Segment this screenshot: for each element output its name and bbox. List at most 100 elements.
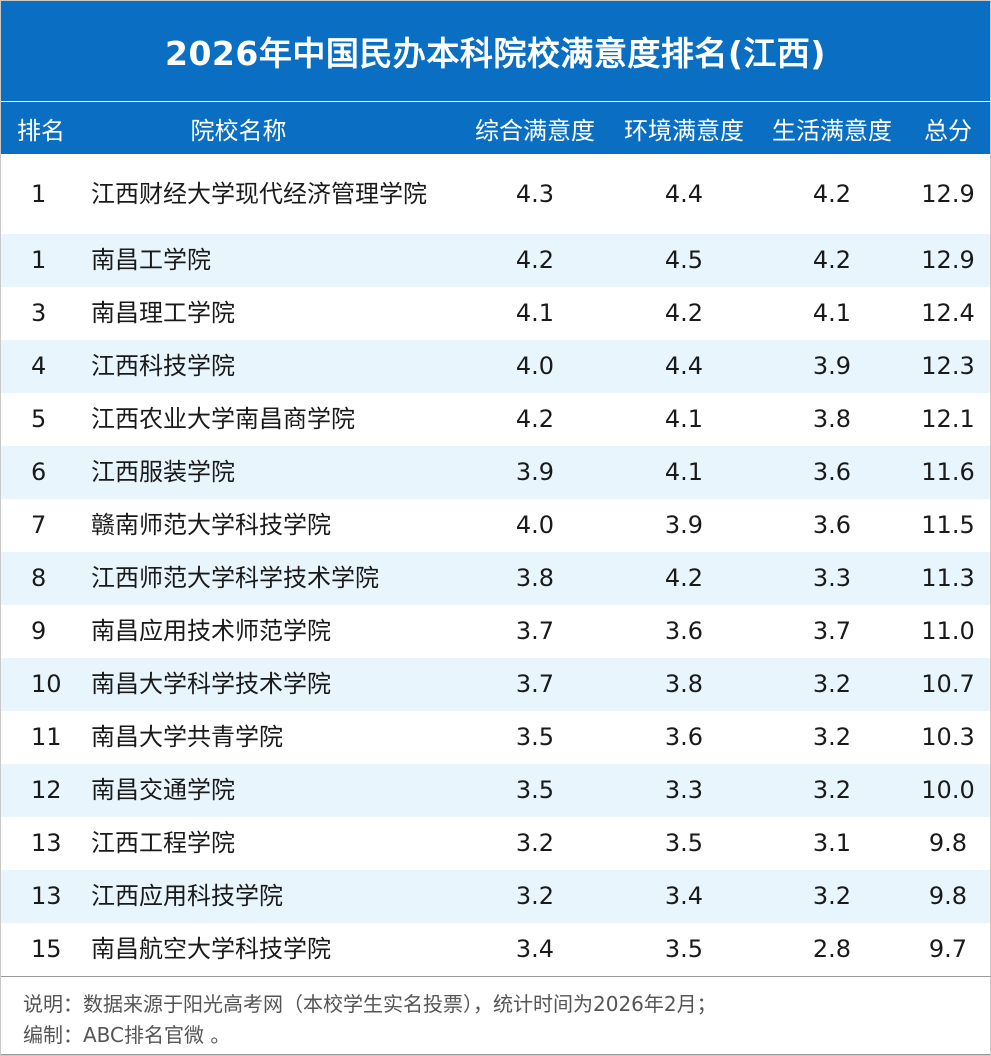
overall-cell: 4.0 (515, 511, 555, 539)
total-cell: 10.7 (921, 670, 975, 698)
environment-cell: 3.6 (664, 617, 704, 645)
total-cell: 11.6 (921, 458, 975, 486)
total-cell: 9.7 (928, 935, 968, 963)
environment-cell: 4.1 (664, 405, 704, 433)
table-row: 13 江西应用科技学院 3.2 3.4 3.2 9.8 (1, 870, 990, 923)
environment-cell: 4.2 (664, 564, 704, 592)
school-name-cell: 南昌航空大学科技学院 (91, 935, 331, 963)
environment-cell: 3.8 (664, 670, 704, 698)
total-cell: 9.8 (928, 882, 968, 910)
rank-cell: 15 (31, 935, 62, 963)
rank-cell: 13 (31, 882, 62, 910)
overall-cell: 3.2 (515, 882, 555, 910)
life-cell: 4.2 (812, 246, 852, 274)
table-row: 1 江西财经大学现代经济管理学院 4.3 4.4 4.2 12.9 (1, 154, 990, 234)
table-row: 15 南昌航空大学科技学院 3.4 3.5 2.8 9.7 (1, 923, 990, 976)
life-cell: 3.2 (812, 670, 852, 698)
school-name-cell: 江西科技学院 (91, 352, 235, 380)
rank-cell: 10 (31, 670, 62, 698)
total-cell: 12.9 (921, 246, 975, 274)
school-name-cell: 江西应用科技学院 (91, 882, 283, 910)
environment-cell: 4.1 (664, 458, 704, 486)
total-cell: 12.3 (921, 352, 975, 380)
header-environment-satisfaction: 环境满意度 (610, 102, 758, 154)
school-name-cell: 南昌理工学院 (91, 299, 235, 327)
header-rank: 排名 (1, 102, 77, 154)
total-cell: 10.3 (921, 723, 975, 751)
school-name-cell: 江西农业大学南昌商学院 (91, 405, 355, 433)
school-name-cell: 南昌交通学院 (91, 776, 235, 804)
data-source-note: 说明：数据来源于阳光高考网（本校学生实名投票），统计时间为2026年2月； (23, 992, 717, 1016)
life-cell: 3.1 (812, 829, 852, 857)
school-name-cell: 南昌工学院 (91, 246, 211, 274)
life-cell: 4.1 (812, 299, 852, 327)
environment-cell: 4.4 (664, 179, 704, 208)
table-row: 6 江西服装学院 3.9 4.1 3.6 11.6 (1, 446, 990, 499)
environment-cell: 4.4 (664, 352, 704, 380)
life-cell: 3.6 (812, 511, 852, 539)
life-cell: 2.8 (812, 935, 852, 963)
environment-cell: 4.2 (664, 299, 704, 327)
rank-cell: 9 (31, 617, 47, 645)
table-row: 12 南昌交通学院 3.5 3.3 3.2 10.0 (1, 764, 990, 817)
school-name-cell: 江西财经大学现代经济管理学院 (91, 179, 427, 208)
editor-note: 编制：ABC排名官微 。 (23, 1023, 231, 1047)
rank-cell: 6 (31, 458, 47, 486)
total-cell: 12.9 (921, 179, 975, 208)
notes-section: 说明：数据来源于阳光高考网（本校学生实名投票），统计时间为2026年2月； 编制… (1, 976, 990, 1051)
table-row: 4 江西科技学院 4.0 4.4 3.9 12.3 (1, 340, 990, 393)
table-row: 1 南昌工学院 4.2 4.5 4.2 12.9 (1, 234, 990, 287)
table-row: 13 江西工程学院 3.2 3.5 3.1 9.8 (1, 817, 990, 870)
table-row: 8 江西师范大学科学技术学院 3.8 4.2 3.3 11.3 (1, 552, 990, 605)
rank-cell: 13 (31, 829, 62, 857)
life-cell: 3.2 (812, 723, 852, 751)
rank-cell: 12 (31, 776, 62, 804)
title-bar: 2026年中国民办本科院校满意度排名(江西) (1, 1, 990, 102)
ranking-table: 排名 院校名称 综合满意度 环境满意度 生活满意度 总分 1 江西财经大学现代经… (1, 102, 990, 976)
life-cell: 3.3 (812, 564, 852, 592)
school-name-cell: 南昌大学共青学院 (91, 723, 283, 751)
total-cell: 11.5 (921, 511, 975, 539)
table-row: 10 南昌大学科学技术学院 3.7 3.8 3.2 10.7 (1, 658, 990, 711)
header-row: 排名 院校名称 综合满意度 环境满意度 生活满意度 总分 (1, 102, 990, 154)
header-overall-satisfaction: 综合满意度 (460, 102, 610, 154)
rank-cell: 8 (31, 564, 47, 592)
rank-cell: 7 (31, 511, 47, 539)
school-name-cell: 南昌应用技术师范学院 (91, 617, 331, 645)
school-name-cell: 江西工程学院 (91, 829, 235, 857)
rank-cell: 5 (31, 405, 47, 433)
life-cell: 3.6 (812, 458, 852, 486)
rank-cell: 4 (31, 352, 47, 380)
environment-cell: 3.5 (664, 829, 704, 857)
bottom-divider (1, 1054, 990, 1055)
life-cell: 3.8 (812, 405, 852, 433)
environment-cell: 3.6 (664, 723, 704, 751)
total-cell: 10.0 (921, 776, 975, 804)
table-row: 3 南昌理工学院 4.1 4.2 4.1 12.4 (1, 287, 990, 340)
overall-cell: 3.2 (515, 829, 555, 857)
rank-cell: 11 (31, 723, 62, 751)
school-name-cell: 赣南师范大学科技学院 (91, 511, 331, 539)
life-cell: 3.2 (812, 776, 852, 804)
rank-cell: 3 (31, 299, 47, 327)
life-cell: 4.2 (812, 179, 852, 208)
overall-cell: 3.7 (515, 670, 555, 698)
environment-cell: 3.5 (664, 935, 704, 963)
overall-cell: 3.9 (515, 458, 555, 486)
overall-cell: 4.3 (515, 179, 555, 208)
header-school-name: 院校名称 (77, 102, 460, 154)
total-cell: 12.1 (921, 405, 975, 433)
rank-cell: 1 (31, 179, 47, 208)
table-row: 5 江西农业大学南昌商学院 4.2 4.1 3.8 12.1 (1, 393, 990, 446)
life-cell: 3.7 (812, 617, 852, 645)
overall-cell: 4.2 (515, 405, 555, 433)
environment-cell: 3.4 (664, 882, 704, 910)
total-cell: 11.3 (921, 564, 975, 592)
overall-cell: 3.5 (515, 723, 555, 751)
overall-cell: 3.5 (515, 776, 555, 804)
overall-cell: 4.1 (515, 299, 555, 327)
total-cell: 12.4 (921, 299, 975, 327)
environment-cell: 4.5 (664, 246, 704, 274)
overall-cell: 3.4 (515, 935, 555, 963)
